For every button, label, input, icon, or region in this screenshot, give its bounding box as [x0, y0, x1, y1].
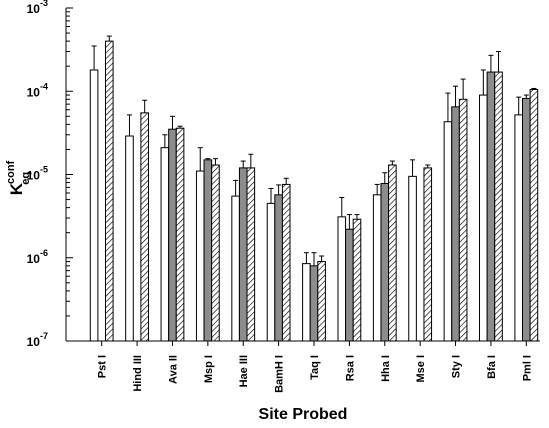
bar-gray	[522, 97, 531, 342]
bar-gray	[274, 194, 283, 342]
bar-white	[372, 194, 382, 342]
y-axis-label: Kconf eq	[5, 160, 32, 195]
bar-hatched	[317, 261, 326, 342]
bar-hatched	[494, 71, 503, 342]
bar-white	[125, 135, 134, 342]
y-tick-exponent: -6	[40, 248, 48, 258]
bar-hatched	[352, 218, 362, 342]
bar-gray	[203, 159, 213, 342]
bar-white	[443, 121, 453, 342]
bar-gray	[486, 71, 496, 342]
y-tick-label: 10-3	[27, 0, 48, 16]
y-tick-label: 10-6	[27, 248, 48, 266]
y-tick-exponent: -7	[40, 331, 48, 341]
bar-white	[479, 94, 488, 342]
x-tick-label: BamH I	[274, 355, 286, 393]
y-tick-label: 10-4	[27, 81, 48, 99]
bar-hatched	[104, 40, 114, 342]
bar-white	[89, 69, 99, 342]
y-axis-label-subscript: eq	[20, 172, 32, 185]
bar-hatched	[175, 127, 185, 342]
bar-white	[266, 202, 276, 342]
y-axis-label-superscript: conf	[5, 160, 17, 184]
y-tick-mantissa: 10	[27, 252, 41, 266]
bar-hatched	[211, 164, 220, 342]
x-tick-label: Ava II	[167, 355, 179, 384]
x-tick-label: Pml I	[521, 355, 533, 381]
bar-hatched	[529, 88, 539, 342]
error-bar-group	[91, 35, 537, 266]
x-tick-group: Pst I Hind III Ava II Msp I Hae III BamH I Taq…	[97, 341, 533, 393]
y-tick-mantissa: 10	[27, 85, 41, 99]
y-tick-label: 10-7	[27, 331, 48, 349]
bar-hatched	[458, 98, 468, 342]
x-tick-label: Msp I	[203, 355, 215, 383]
x-tick-label: Bfa I	[486, 355, 498, 379]
bar-white	[231, 195, 240, 342]
x-tick-label: Hha I	[380, 355, 392, 382]
y-tick-mantissa: 10	[27, 335, 41, 349]
y-tick-group: 10-710-610-510-410-3	[27, 0, 73, 349]
bar-white	[195, 170, 205, 342]
x-tick-label: Hind III	[132, 355, 144, 392]
x-tick-label: Hae III	[238, 355, 250, 387]
bar-white	[160, 147, 170, 342]
bar-hatched	[281, 183, 291, 342]
bar-white	[302, 263, 311, 342]
bar-white	[514, 114, 524, 342]
y-axis-label-base: K	[7, 182, 26, 195]
y-tick-exponent: -5	[40, 165, 48, 175]
x-axis-label: Site Probed	[259, 406, 348, 423]
bar-gray	[380, 182, 390, 342]
x-tick-label: Sty I	[451, 355, 463, 378]
bar-gray	[238, 167, 248, 342]
y-tick-label: 10-5	[27, 165, 48, 183]
bar-hatched	[246, 167, 256, 342]
bar-gray	[345, 228, 354, 342]
bar-hatched	[140, 112, 149, 342]
x-tick-label: Mse I	[415, 355, 427, 383]
y-tick-exponent: -3	[40, 0, 48, 8]
x-tick-label: Taq I	[309, 355, 321, 380]
bar-gray	[168, 128, 177, 342]
bar-group	[89, 40, 539, 342]
y-tick-mantissa: 10	[27, 169, 41, 183]
bar-gray	[309, 265, 319, 342]
x-tick-label: Pst I	[97, 355, 109, 378]
bar-white	[337, 216, 347, 342]
y-tick-exponent: -4	[40, 81, 48, 91]
x-tick-label: Rsa I	[344, 355, 356, 381]
y-tick-mantissa: 10	[27, 2, 41, 16]
bar-hatched	[423, 167, 433, 342]
bar-hatched	[388, 164, 397, 342]
bar-white	[408, 175, 417, 342]
bar-gray	[451, 106, 460, 342]
